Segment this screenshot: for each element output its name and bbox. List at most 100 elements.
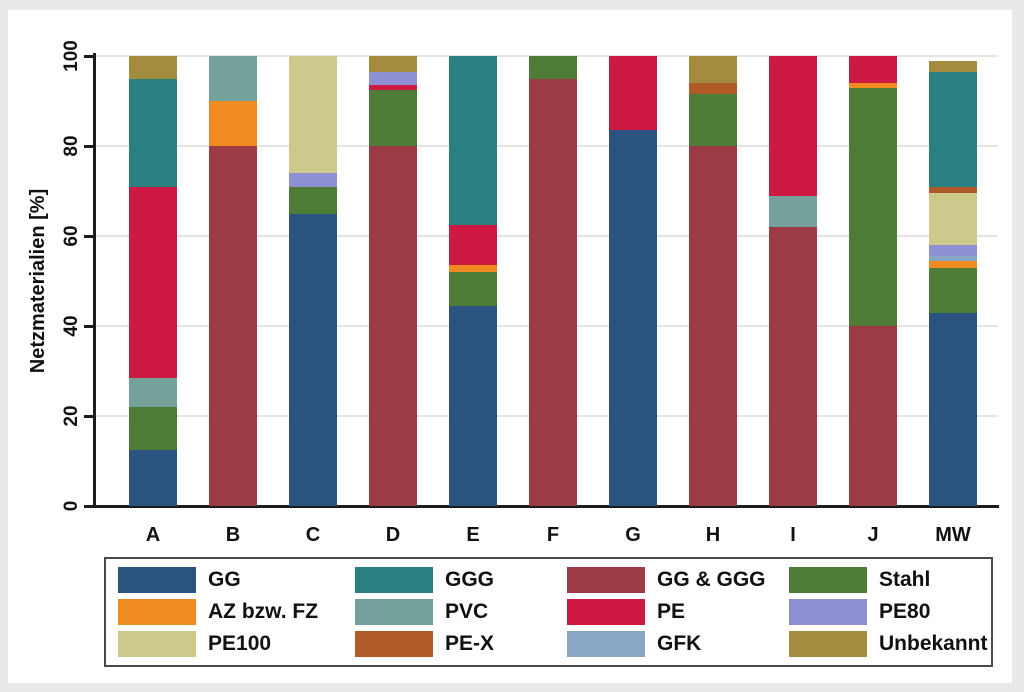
legend-item-gg-ggg: GG & GGG <box>567 567 789 593</box>
y-tick-label-80: 80 <box>61 135 82 157</box>
bar-segment-f-stahl <box>529 56 577 79</box>
x-label-mw: MW <box>935 524 971 546</box>
bar-segment-j-pe <box>849 56 897 83</box>
legend-label-pe-x: PE-X <box>445 632 495 655</box>
bar-segment-mw-gg <box>929 312 977 506</box>
legend-label-gfk: GFK <box>657 632 702 655</box>
legend-label-stahl: Stahl <box>879 568 931 591</box>
legend-item-ggg: GGG <box>355 567 567 593</box>
legend-item-pe80: PE80 <box>789 599 988 625</box>
y-tick-20 <box>84 415 94 418</box>
legend-swatch-ggg <box>355 567 433 593</box>
bar-segment-e-pe <box>449 224 497 266</box>
bar-segment-mw-pe80 <box>929 245 977 257</box>
bar-segment-h-gg-ggg <box>689 146 737 506</box>
bar-segment-i-pe <box>769 56 817 196</box>
y-tick-100 <box>84 55 94 58</box>
bar-segment-i-gg-ggg <box>769 227 817 506</box>
legend-label-pe100: PE100 <box>208 632 272 655</box>
legend-swatch-pe <box>567 599 645 625</box>
x-label-e: E <box>466 524 480 546</box>
legend-label-pe80: PE80 <box>879 600 931 623</box>
legend-swatch-gfk <box>567 631 645 657</box>
x-label-j: J <box>867 524 879 546</box>
legend-label-pvc: PVC <box>445 600 489 623</box>
legend-item-gg: GG <box>118 567 355 593</box>
legend-swatch-unbekannt <box>789 631 867 657</box>
y-tick-label-100: 100 <box>61 40 82 72</box>
legend-item-pvc: PVC <box>355 599 567 625</box>
legend-item-pe-x: PE-X <box>355 631 567 657</box>
bar-segment-e-ggg <box>449 56 497 225</box>
legend-item-unbekannt: Unbekannt <box>789 631 988 657</box>
figure-background: Netzmaterialien [%] 0 20 40 60 80 100 A B C D E F G… <box>8 10 1012 683</box>
bar-segment-c-gg <box>289 213 337 506</box>
bar-segment-b-az-bzw-fz <box>209 101 257 146</box>
x-label-h: H <box>705 524 721 546</box>
y-tick-60 <box>84 235 94 238</box>
bar-segment-f-gg-ggg <box>529 78 577 506</box>
bar-segment-a-unbekannt <box>129 56 177 79</box>
x-label-b: B <box>225 524 241 546</box>
bar-segment-a-pe <box>129 186 177 378</box>
bar-segment-g-gg <box>609 130 657 506</box>
y-tick-label-40: 40 <box>61 315 82 337</box>
bar-segment-d-gg-ggg <box>369 146 417 506</box>
bar-segment-c-pe100 <box>289 56 337 173</box>
bar-segment-a-ggg <box>129 78 177 187</box>
legend-swatch-stahl <box>789 567 867 593</box>
bar-segment-e-stahl <box>449 272 497 306</box>
bar-segment-g-pe <box>609 56 657 131</box>
legend-label-az-bzw-fz: AZ bzw. FZ <box>208 600 319 623</box>
legend-item-az-bzw-fz: AZ bzw. FZ <box>118 599 355 625</box>
legend-label-ggg: GGG <box>445 568 495 591</box>
legend-swatch-gg-ggg <box>567 567 645 593</box>
bar-segment-h-unbekannt <box>689 56 737 83</box>
legend-swatch-pe80 <box>789 599 867 625</box>
x-label-i: I <box>790 524 796 546</box>
bar-segment-mw-unbekannt <box>929 60 977 72</box>
x-label-g: G <box>625 524 641 546</box>
bar-segment-mw-pe-x <box>929 186 977 194</box>
bar-segment-j-stahl <box>849 87 897 326</box>
plot-area <box>96 55 998 506</box>
y-tick-40 <box>84 325 94 328</box>
x-axis-line <box>93 505 999 508</box>
y-tick-label-0: 0 <box>61 500 82 512</box>
legend-swatch-pe100 <box>118 631 196 657</box>
y-axis-title: Netzmaterialien [%] <box>27 188 49 374</box>
bar-segment-h-stahl <box>689 94 737 146</box>
bar-segment-d-pe80 <box>369 71 417 86</box>
bar-segment-e-gg <box>449 305 497 506</box>
bar-segment-mw-ggg <box>929 71 977 187</box>
legend-box: GG GGG GG & GGG Stahl AZ bzw. FZ PVC PE PE80 PE1… <box>104 557 993 667</box>
bar-segment-mw-pe100 <box>929 193 977 245</box>
legend-label-pe: PE <box>657 600 686 623</box>
legend-item-pe: PE <box>567 599 789 625</box>
y-axis-line <box>93 53 96 508</box>
legend-swatch-az-bzw-fz <box>118 599 196 625</box>
bar-segment-h-pe-x <box>689 83 737 95</box>
bar-segment-b-pvc <box>209 56 257 101</box>
bar-segment-i-pvc <box>769 195 817 227</box>
bar-segment-j-az-bzw-fz <box>849 83 897 88</box>
bar-segment-mw-gfk <box>929 256 977 261</box>
bar-segment-a-gg <box>129 449 177 506</box>
y-tick-label-20: 20 <box>61 405 82 427</box>
legend-swatch-pe-x <box>355 631 433 657</box>
legend-item-pe100: PE100 <box>118 631 355 657</box>
bar-segment-d-unbekannt <box>369 56 417 72</box>
bar-segment-d-pe <box>369 85 417 90</box>
bar-segment-mw-stahl <box>929 267 977 313</box>
legend-swatch-gg <box>118 567 196 593</box>
bar-segment-e-az-bzw-fz <box>449 265 497 272</box>
legend-item-gfk: GFK <box>567 631 789 657</box>
legend-label-gg-ggg: GG & GGG <box>657 568 766 591</box>
legend-item-stahl: Stahl <box>789 567 988 593</box>
bar-segment-d-stahl <box>369 89 417 146</box>
bar-segment-mw-az-bzw-fz <box>929 260 977 268</box>
bar-segment-c-stahl <box>289 186 337 214</box>
legend-label-gg: GG <box>208 568 241 591</box>
bar-segment-b-gg-ggg <box>209 146 257 506</box>
legend-label-unbekannt: Unbekannt <box>879 632 988 655</box>
